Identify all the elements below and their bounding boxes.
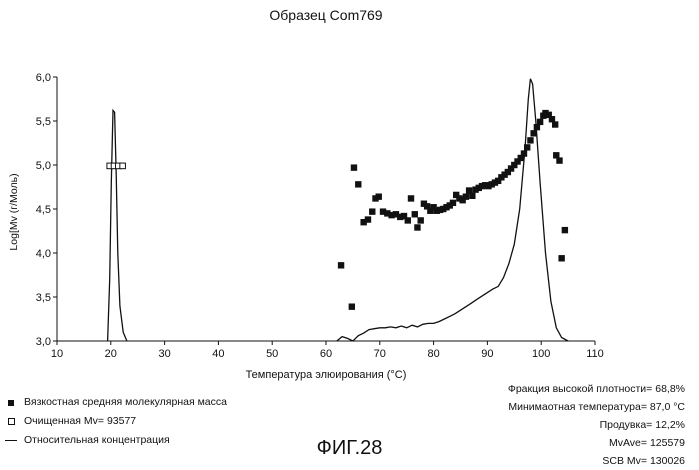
stat-purge: Продувка= 12,2%: [508, 416, 685, 434]
x-tick-label: 30: [158, 348, 170, 360]
stat-minimum-temperature: Минимаотная температура= 87,0 °C: [508, 398, 685, 416]
y-tick-label: 6,0: [36, 72, 51, 84]
x-tick-label: 50: [266, 348, 278, 360]
y-tick-label: 5,0: [36, 160, 51, 172]
viscosity-point: [524, 144, 530, 150]
viscosity-point: [338, 262, 344, 268]
concentration-line: [108, 110, 127, 341]
viscosity-point: [450, 200, 456, 206]
viscosity-point: [405, 217, 411, 223]
x-tick-label: 90: [481, 348, 493, 360]
viscosity-point: [521, 150, 527, 156]
x-tick-label: 80: [427, 348, 439, 360]
x-tick-label: 70: [374, 348, 386, 360]
viscosity-point: [552, 121, 558, 127]
legend-item-purified: Очищенная Mv= 93577: [4, 412, 227, 431]
plot-area: 10 20 30 40 50 60 70 80 90 100 110 3,0 3,5 4,0 4,5 5,0 5…: [36, 72, 604, 360]
viscosity-point: [408, 195, 414, 201]
viscosity-point: [349, 303, 355, 309]
x-tick-label: 40: [212, 348, 224, 360]
viscosity-point: [376, 193, 382, 199]
y-tick-label: 5,5: [36, 116, 51, 128]
viscosity-point: [351, 164, 357, 170]
viscosity-point: [530, 130, 536, 136]
legend-item-viscosity: Вязкостная средняя молекулярная масса: [4, 393, 227, 412]
x-tick-label: 10: [51, 348, 63, 360]
stat-high-density-fraction: Фракция высокой плотности= 68,8%: [508, 380, 685, 398]
x-tick-label: 60: [320, 348, 332, 360]
x-tick-label: 110: [586, 348, 604, 360]
viscosity-point: [527, 137, 533, 143]
viscosity-point: [556, 157, 562, 163]
y-tick-label: 3,0: [36, 336, 51, 348]
x-axis-label: Температура элюирования (°C): [246, 369, 407, 381]
open-square-icon: [4, 418, 18, 425]
purified-point: [120, 163, 126, 169]
legend-label-purified: Очищенная Mv= 93577: [24, 412, 136, 431]
y-tick-label: 4,0: [36, 248, 51, 260]
chart-title: Образец Com769: [269, 7, 382, 23]
viscosity-point: [537, 119, 543, 125]
x-tick-label: 100: [532, 348, 550, 360]
viscosity-point: [417, 217, 423, 223]
viscosity-point: [469, 193, 475, 199]
viscosity-point: [369, 208, 375, 214]
viscosity-point: [558, 255, 564, 261]
viscosity-point: [414, 224, 420, 230]
viscosity-point: [355, 181, 361, 187]
y-tick-label: 4,5: [36, 204, 51, 216]
viscosity-point: [412, 211, 418, 217]
y-tick-label: 3,5: [36, 292, 51, 304]
legend-label-viscosity: Вязкостная средняя молекулярная масса: [24, 393, 227, 412]
x-tick-label: 20: [105, 348, 117, 360]
figure-label: ФИГ.28: [0, 437, 699, 460]
viscosity-point: [365, 216, 371, 222]
filled-square-icon: [4, 400, 18, 406]
y-axis-label: Log[Mv (г/Моль): [8, 173, 20, 250]
viscosity-point: [463, 193, 469, 199]
viscosity-point: [562, 227, 568, 233]
